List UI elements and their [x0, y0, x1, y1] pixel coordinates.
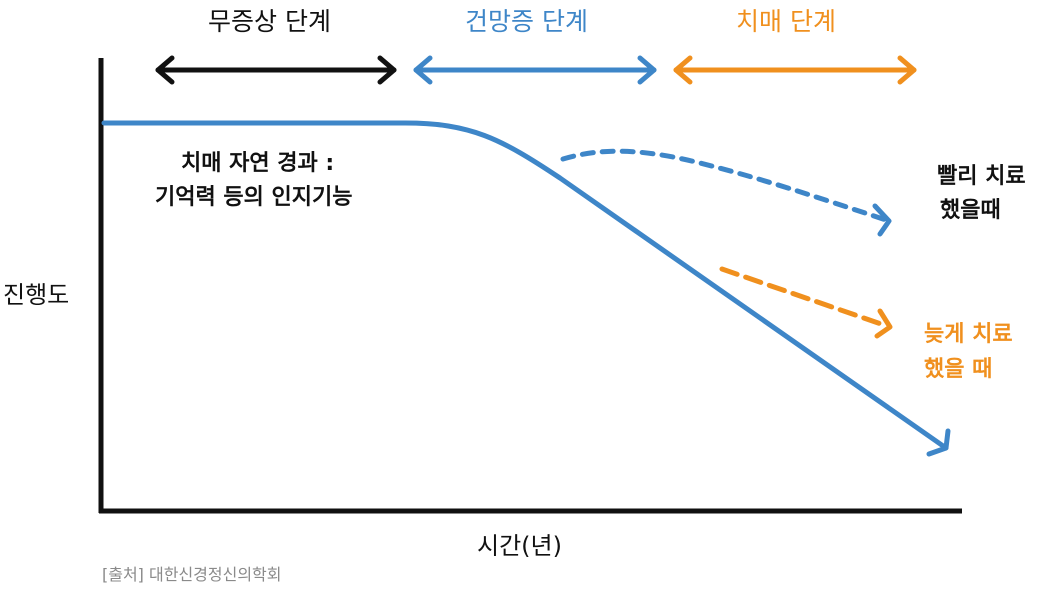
asymptomatic-stage-arrow	[155, 55, 397, 85]
source-caption: [출처] 대한신경정신의학회	[102, 565, 282, 584]
early-treatment-label-line1: 빨리 치료	[937, 164, 1026, 189]
early-treatment-curve	[560, 148, 892, 237]
natural-course-curve	[101, 120, 951, 457]
natural-course-label-line2: 기억력 등의 인지기능	[155, 185, 353, 210]
early-treatment-label-line2: 했을때	[940, 198, 1001, 223]
late-treatment-curve	[719, 266, 893, 339]
amnesia-stage-label: 건망증 단계	[465, 7, 588, 36]
late-treatment-label-line1: 늦게 치료	[924, 322, 1013, 347]
amnesia-stage-arrow	[413, 55, 657, 85]
dementia-stage-label: 치매 단계	[736, 7, 836, 36]
x-axis-label: 시간(년)	[477, 532, 562, 560]
natural-course-label-line1: 치매 자연 경과 :	[181, 151, 335, 176]
late-treatment-label-line2: 했을 때	[924, 357, 993, 382]
dementia-stage-arrow	[673, 55, 917, 85]
y-axis-label: 진행도	[3, 281, 70, 309]
asymptomatic-stage-label: 무증상 단계	[208, 7, 331, 36]
